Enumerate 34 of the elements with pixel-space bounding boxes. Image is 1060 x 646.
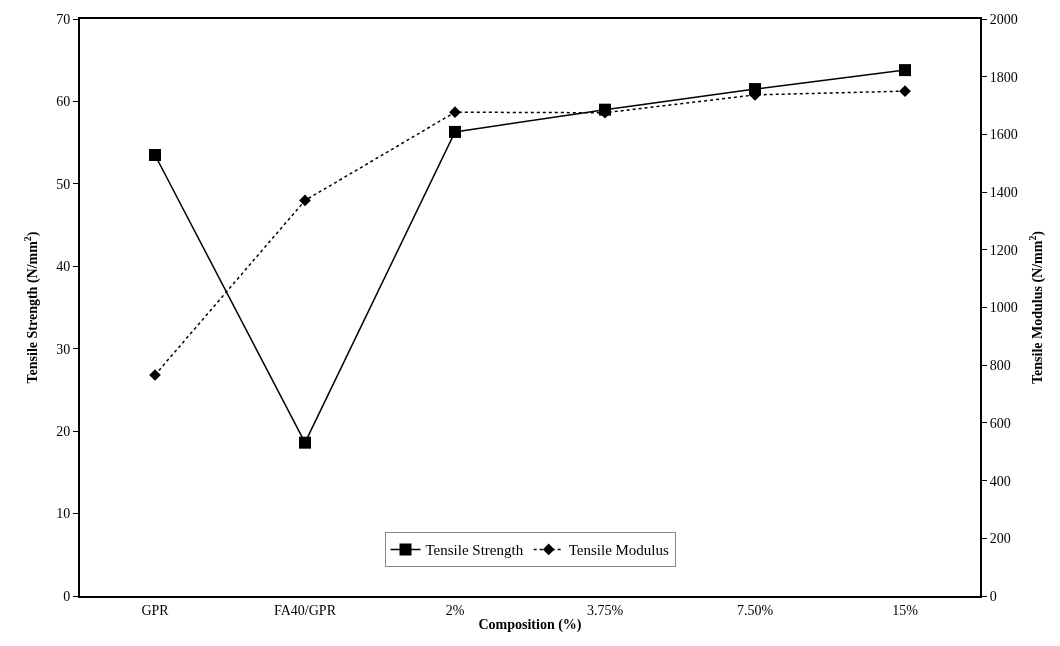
y2-tick-label: 1800 [989,69,1018,85]
y2-tick-label: 1000 [989,300,1018,316]
y-tick-label: 50 [56,176,71,192]
y-tick-label: 30 [56,341,71,357]
y2-tick-label: 2000 [989,11,1018,27]
legend-label: Tensile Strength [425,542,524,559]
y2-tick-label: 1200 [989,242,1018,258]
y2-tick-label: 200 [989,531,1011,547]
y-tick-label: 60 [56,94,71,110]
legend-label: Tensile Modulus [568,542,670,559]
y-tick-label: 40 [56,259,71,275]
point [899,64,911,77]
x-tick-label: 3.75% [586,602,624,618]
y2-tick-label: 1600 [989,127,1018,143]
x-axis-title: Composition (%) [478,616,582,633]
y2-tick-label: 600 [989,415,1011,431]
y-tick-label: 10 [56,506,71,522]
point [299,436,311,449]
x-tick-label: GPR [141,602,170,618]
point [149,149,161,162]
point [449,125,461,138]
x-tick-label: FA40/GPR [274,602,337,618]
y2-tick-label: 1400 [989,185,1018,200]
x-tick-label: 7.50% [736,602,774,618]
y-tick-label: 20 [56,424,71,440]
y2-tick-label: 0 [989,588,997,604]
y-tick-label: 0 [63,588,71,604]
point [299,194,311,207]
point [449,106,461,119]
x-tick-label: 15% [892,602,919,618]
y2-tick-label: 800 [989,358,1011,374]
y-tick-label: 70 [56,11,71,27]
x-tick-label: 2% [445,602,465,618]
y2-tick-label: 400 [989,473,1011,489]
